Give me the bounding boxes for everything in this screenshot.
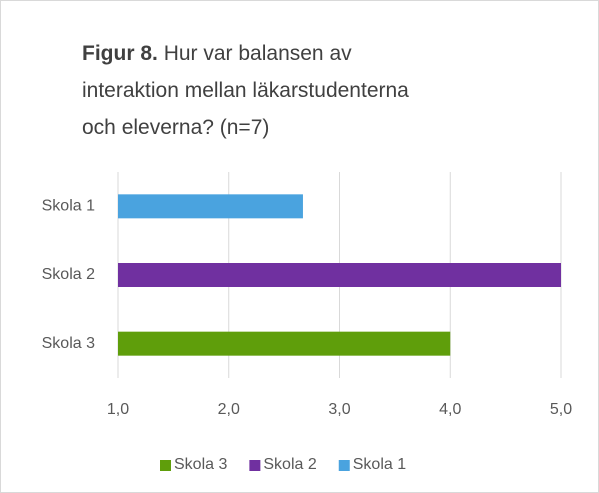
chart-title-text: Hur var balansen av bbox=[164, 42, 352, 65]
y-tick-label: Skola 3 bbox=[42, 335, 95, 352]
chart-title-text: och eleverna? (n=7) bbox=[82, 116, 269, 139]
chart-title-line: och eleverna? (n=7) bbox=[82, 116, 269, 139]
y-tick-label: Skola 2 bbox=[42, 266, 95, 283]
y-tick-label: Skola 1 bbox=[42, 198, 95, 215]
x-tick-label: 4,0 bbox=[439, 401, 461, 418]
legend-label: Skola 2 bbox=[263, 456, 316, 473]
x-tick-label: 1,0 bbox=[107, 401, 129, 418]
legend-label: Skola 3 bbox=[174, 456, 227, 473]
legend-swatch bbox=[249, 460, 261, 471]
x-tick-label: 5,0 bbox=[550, 401, 572, 418]
x-tick-label: 2,0 bbox=[218, 401, 240, 418]
legend-swatch bbox=[160, 460, 171, 471]
x-tick-label: 3,0 bbox=[328, 401, 350, 418]
legend-label: Skola 1 bbox=[353, 456, 406, 473]
chart-title-line: Figur 8. Hur var balansen av bbox=[82, 42, 352, 65]
chart-title-line: interaktion mellan läkarstudenterna bbox=[82, 79, 409, 102]
bar bbox=[118, 194, 303, 219]
chart-title-label: Figur 8. bbox=[82, 42, 158, 65]
bar bbox=[118, 263, 561, 287]
chart-title-text: interaktion mellan läkarstudenterna bbox=[82, 79, 409, 102]
legend-swatch bbox=[338, 460, 350, 471]
bar bbox=[118, 331, 451, 356]
